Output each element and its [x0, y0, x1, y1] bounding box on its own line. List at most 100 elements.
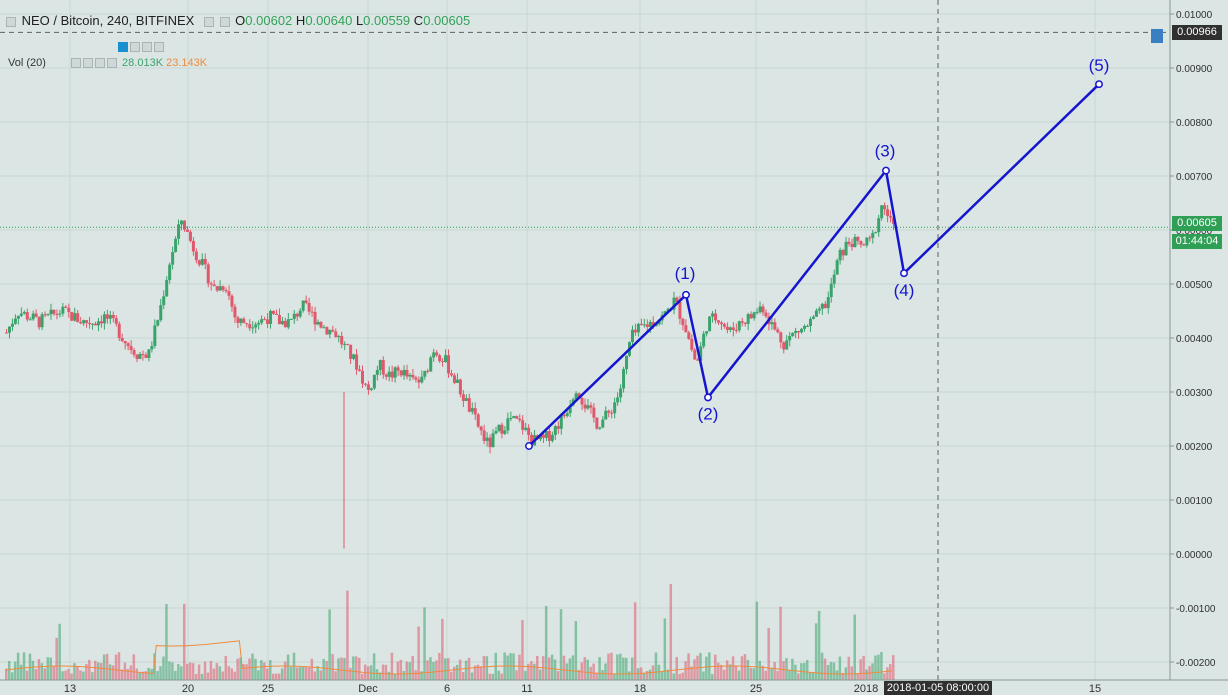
- volume-bar: [304, 666, 308, 680]
- volume-bar: [361, 673, 364, 680]
- candle-body: [224, 290, 228, 292]
- candle-body: [260, 319, 264, 323]
- volume-bar: [734, 665, 738, 680]
- candle-body: [553, 426, 557, 435]
- volume-bar: [331, 653, 334, 680]
- candle-body: [269, 310, 273, 324]
- visibility-icon[interactable]: [70, 58, 81, 69]
- volume-bar: [159, 666, 162, 680]
- candle-body: [61, 306, 65, 314]
- candle-body: [13, 318, 17, 324]
- volume-bar: [263, 662, 266, 680]
- candle-body: [40, 314, 44, 328]
- candle-body: [574, 393, 578, 400]
- settings-icon[interactable]: [82, 58, 93, 69]
- volume-bar: [251, 653, 254, 680]
- settings-icon[interactable]: [130, 41, 140, 52]
- candle-body: [310, 311, 314, 313]
- candle-body: [515, 416, 519, 419]
- candle-body: [648, 321, 652, 328]
- visibility-icon[interactable]: [118, 41, 128, 52]
- volume-bar: [829, 661, 833, 680]
- volume-bar: [633, 602, 637, 680]
- countdown-tag: 01:44:04: [1172, 234, 1222, 249]
- volume-bar: [470, 672, 474, 680]
- volume-bar: [49, 657, 52, 680]
- volume-bar: [788, 670, 791, 680]
- candle-body: [547, 431, 551, 441]
- candle-body: [731, 327, 735, 330]
- candle-body: [476, 414, 480, 427]
- candle-body: [841, 249, 845, 256]
- volume-bar: [313, 671, 317, 680]
- candle-body: [806, 326, 809, 328]
- volume-bar: [648, 669, 652, 680]
- candle-body: [479, 426, 483, 431]
- volume-bar: [663, 618, 667, 680]
- volume-bar: [19, 664, 23, 680]
- candle-body: [467, 398, 471, 412]
- volume-bar: [473, 665, 477, 680]
- candle-body: [719, 322, 723, 325]
- candle-body: [702, 333, 706, 347]
- volume-bar: [64, 670, 67, 680]
- volume-bar: [242, 664, 245, 680]
- candle-body: [292, 313, 296, 319]
- candle-body: [651, 321, 655, 327]
- candlesticks: [5, 202, 896, 549]
- volume-bar: [708, 652, 711, 680]
- volume-bar: [669, 583, 673, 680]
- candle-body: [233, 306, 237, 318]
- dropdown-icon[interactable]: [203, 16, 214, 27]
- volume-bar: [233, 671, 236, 680]
- volume-bar: [755, 601, 759, 680]
- volume-bar: [408, 662, 411, 680]
- add-icon[interactable]: [94, 58, 105, 69]
- candle-body: [245, 323, 249, 325]
- add-icon[interactable]: [142, 41, 152, 52]
- volume-bar: [82, 671, 85, 680]
- candle-body: [31, 313, 35, 320]
- candle-body: [117, 323, 121, 339]
- volume-bar: [239, 657, 242, 680]
- candle-body: [355, 354, 359, 370]
- y-tick-label: 0.00300: [1176, 388, 1213, 399]
- volume-bar: [536, 655, 539, 680]
- candle-body: [206, 264, 210, 284]
- candle-body: [734, 329, 738, 331]
- volume-bar: [197, 664, 201, 680]
- candle-body: [85, 320, 89, 323]
- candle-body: [886, 209, 890, 217]
- volume-bar: [236, 658, 239, 680]
- candle-body: [607, 410, 611, 413]
- candle-body: [639, 323, 643, 325]
- candle-body: [298, 310, 302, 317]
- candle-body: [70, 312, 74, 321]
- volume-bar: [684, 661, 687, 680]
- volume-bar: [722, 669, 726, 680]
- candle-body: [773, 322, 777, 330]
- volume-bar: [672, 673, 675, 680]
- candle-body: [835, 260, 839, 275]
- volume-bar: [188, 662, 192, 680]
- volume-bar: [126, 668, 130, 680]
- collapse-icon[interactable]: [6, 16, 16, 27]
- candle-body: [521, 420, 525, 430]
- settings-icon[interactable]: [219, 16, 230, 27]
- wave-point-marker: [525, 442, 533, 450]
- candle-body: [672, 297, 676, 310]
- volume-bar: [91, 672, 94, 680]
- volume-bar: [622, 657, 625, 680]
- volume-bar: [616, 654, 619, 680]
- volume-bar: [660, 671, 664, 680]
- candle-body: [883, 205, 887, 210]
- volume-bar: [381, 664, 385, 680]
- candle-body: [728, 327, 732, 330]
- close-icon[interactable]: [106, 58, 117, 69]
- candle-body: [868, 237, 872, 239]
- volume-bar: [76, 666, 79, 680]
- volume-bar: [808, 672, 812, 680]
- volume-bar: [94, 660, 97, 680]
- close-icon[interactable]: [154, 41, 164, 52]
